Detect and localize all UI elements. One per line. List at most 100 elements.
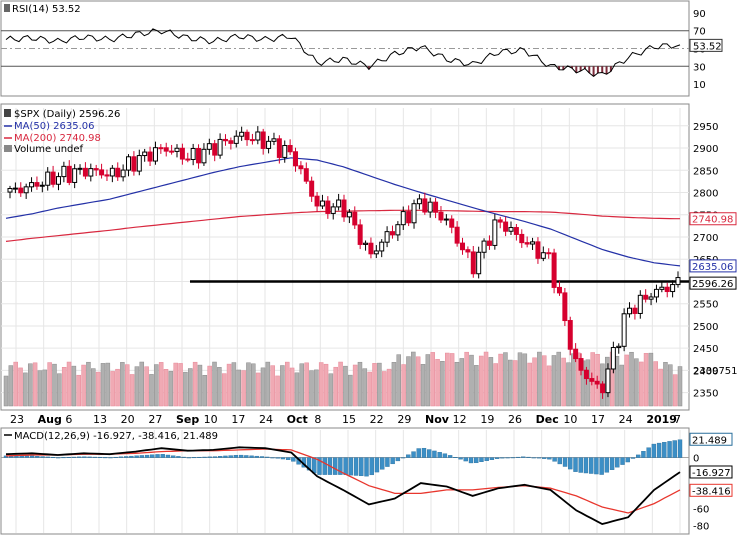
volume-bar [23,372,28,407]
volume-bar [217,367,222,407]
volume-bar [391,362,397,407]
candle-body [39,184,45,187]
volume-bar [299,363,305,407]
candle-body [400,211,406,226]
macd-histogram-bar [66,457,71,458]
macd-histogram-bar [312,457,317,474]
volume-bar [120,362,125,407]
macd-histogram-bar [677,439,683,458]
candle-body [675,277,681,286]
volume-bar [318,362,324,407]
volume-bar [76,374,81,407]
candle-body [18,187,24,194]
volume-bar [367,371,372,407]
volume-bar [207,365,212,407]
volume-bar [255,372,261,407]
macd-histogram-bar [113,456,118,458]
macd-histogram-bar [573,457,578,472]
volume-bar [522,353,528,407]
candle-body [255,131,261,141]
volume-bar [411,351,416,407]
volume-bar [47,362,52,407]
x-tick-label: 6 [65,413,72,426]
macd-histogram-bar [56,457,61,459]
candlestick-layer [7,126,681,399]
macd-histogram-bar [620,457,625,465]
candle-body [88,168,94,177]
volume-bar [178,363,183,407]
volume-bar [105,362,111,407]
x-tick-label: 24 [259,413,273,426]
volume-bar [221,373,227,407]
candle-body [45,171,51,186]
macd-histogram-bar [254,455,259,458]
macd-histogram-bar [484,457,489,461]
volume-bar [672,374,678,407]
candle-body [330,206,336,214]
macd-histogram-bar [458,457,463,460]
candle-body [395,224,401,236]
macd-histogram-bar [170,455,176,458]
volume-bar [537,351,542,407]
candle-body [416,198,422,205]
volume-bar [362,368,368,407]
macd-histogram-bar [181,456,186,458]
macd-histogram-bar [191,457,197,459]
candle-body [233,135,239,144]
volume-bar [357,361,363,407]
x-tick-label: 13 [93,413,107,426]
macd-histogram-bar [416,448,421,458]
candle-body [530,241,536,245]
volume-bar [42,369,48,407]
volume-bar [81,364,86,407]
candle-body [632,307,638,314]
volume-legend-swatch [4,145,12,152]
volume-bar [420,364,426,407]
candle-body [287,145,293,153]
macd-histogram-bar [280,457,286,460]
macd-histogram-bar [641,451,646,458]
candle-body [567,320,573,350]
macd-histogram-bar [238,454,244,458]
candle-body [486,240,492,246]
candle-body [55,176,61,185]
x-tick-label: 27 [148,413,162,426]
volume-bar [668,364,673,407]
candle-body [147,151,153,162]
candle-body [163,147,169,152]
macd-histogram-bar [228,455,233,458]
volume-bar [493,363,498,407]
volume-bar [430,352,435,407]
candle-body [492,219,498,246]
volume-bar [585,359,591,407]
volume-bar [294,372,300,407]
candle-body [643,294,649,300]
candle-body [449,218,455,228]
volume-bar [508,359,513,407]
volume-bar [61,367,67,407]
macd-histogram-bar [583,457,589,474]
x-tick-label: 7 [674,413,681,426]
x-tick-label: 19 [480,413,494,426]
volume-bar [260,367,266,407]
price-tick-label: 2950 [693,122,718,133]
candle-body [524,242,530,245]
volume-bar [124,364,130,407]
macd-histogram-bar [139,455,145,458]
macd-histogram-bar [322,457,327,475]
volume-bar [265,361,271,407]
volume-bar [372,363,377,407]
x-tick-label: 24 [619,413,633,426]
candle-body [503,221,509,232]
candle-body [346,211,352,218]
macd-histogram-bar [510,457,516,459]
volume-bar [323,363,329,407]
candle-body [497,219,503,223]
volume-bar [115,368,120,407]
volume-bar [517,352,523,407]
macd-histogram-bar [270,457,275,459]
price-tick-label: 2500 [693,322,718,333]
volume-bar [396,354,402,407]
volume-layer [3,351,683,407]
